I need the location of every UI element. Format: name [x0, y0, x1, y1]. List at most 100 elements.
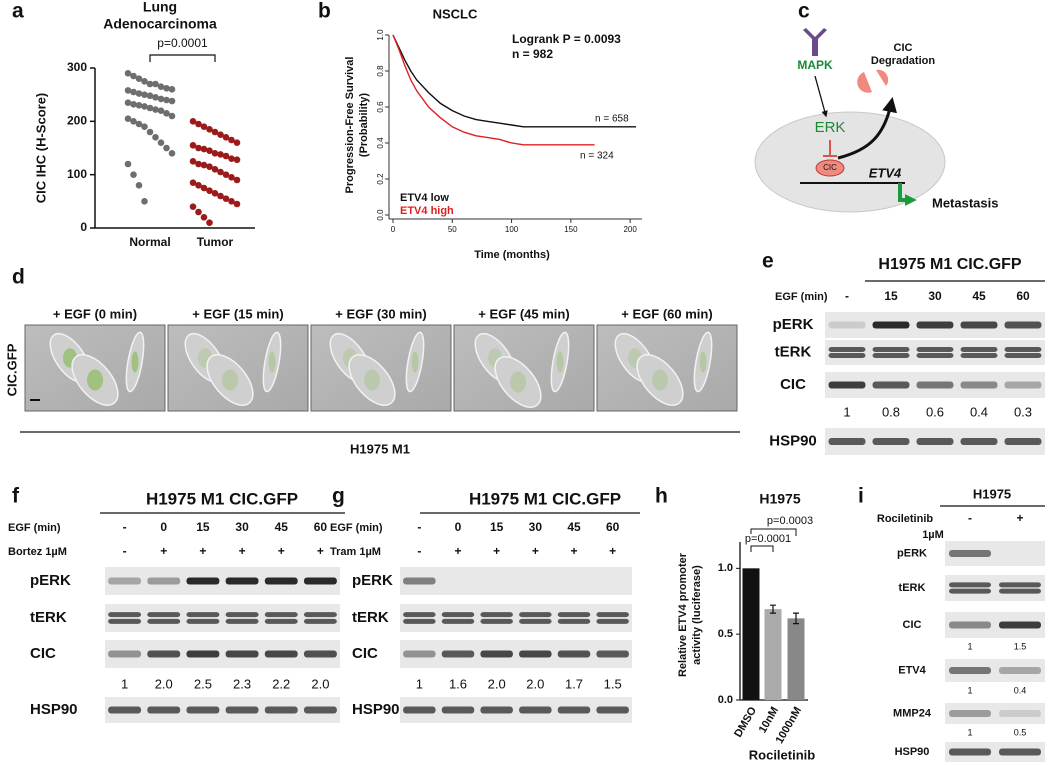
band: [999, 667, 1041, 674]
band: [403, 650, 436, 658]
band: [303, 577, 337, 585]
band: [596, 706, 629, 714]
band: [108, 706, 142, 714]
data-point: [189, 203, 197, 210]
band: [949, 588, 991, 594]
data-point: [189, 118, 197, 125]
band: [872, 381, 910, 389]
band: [303, 706, 337, 714]
y-tick-label: 1.0: [376, 29, 385, 41]
band: [828, 321, 866, 329]
band: [264, 650, 298, 658]
gfp-signal: [510, 371, 526, 393]
chart-title: NSCLC: [433, 6, 478, 21]
y-tick-label: 300: [67, 60, 87, 74]
quantification: 1: [121, 676, 128, 691]
gfp-signal: [364, 369, 380, 391]
row-label: tERK: [899, 582, 926, 594]
survival-curve: [392, 34, 637, 128]
data-point: [211, 166, 219, 173]
frame-label: + EGF (15 min): [192, 306, 283, 321]
band: [949, 550, 991, 557]
y-tick-label: 0.0: [376, 209, 385, 221]
data-point: [189, 158, 197, 165]
row-label: HSP90: [352, 701, 400, 718]
metastasis-label: Metastasis: [932, 195, 998, 210]
blot-strip: [945, 703, 1045, 724]
x-tick-label: 200: [623, 225, 637, 234]
data-point: [168, 86, 176, 93]
data-point: [135, 120, 143, 128]
data-point: [200, 184, 208, 192]
blot-strip: [400, 604, 632, 632]
quantification: 1.5: [604, 676, 622, 691]
y-tick-label: 0: [80, 220, 87, 234]
data-point: [168, 112, 176, 120]
data-point: [141, 103, 148, 110]
lane-label: -: [845, 289, 849, 303]
quantification: 2.5: [194, 676, 212, 691]
band: [403, 618, 436, 624]
y-axis-label: Relative ETV4 promoter: [677, 552, 689, 677]
band: [960, 381, 998, 389]
degradation-label: Degradation: [871, 55, 935, 67]
data-point: [130, 100, 137, 108]
gfp-signal: [268, 351, 276, 373]
band: [108, 650, 142, 658]
lane-label: +: [570, 544, 577, 558]
cic-label: CIC: [823, 163, 837, 172]
blot-strip: [945, 575, 1045, 601]
lane-label: 15: [884, 289, 898, 303]
data-point: [217, 168, 224, 176]
data-point: [206, 187, 213, 194]
cell: [494, 356, 542, 408]
cell: [754, 111, 946, 213]
band: [557, 618, 591, 624]
annotation: n = 658: [595, 114, 629, 125]
blot-title: H1975 M1 CIC.GFP: [878, 256, 1021, 273]
panel-letter: d: [12, 266, 25, 289]
significance-bracket: [750, 545, 774, 552]
quantification: 1.7: [565, 676, 583, 691]
data-point: [141, 123, 148, 130]
band: [999, 588, 1041, 594]
data-point: [233, 200, 241, 208]
band: [557, 612, 591, 618]
band: [916, 321, 954, 329]
band: [999, 710, 1041, 717]
data-point: [228, 174, 235, 181]
annotation: Logrank P = 0.0093: [512, 32, 621, 46]
band: [225, 650, 259, 658]
band: [916, 438, 954, 445]
band: [264, 706, 298, 714]
quantification: 0.8: [882, 404, 900, 419]
data-point: [141, 198, 148, 205]
data-point: [195, 120, 202, 128]
data-point: [124, 70, 132, 77]
band: [916, 381, 954, 389]
band: [949, 582, 991, 588]
band: [108, 577, 142, 585]
etv4-gene: ETV4: [869, 165, 902, 180]
band: [147, 612, 181, 618]
annotation: n = 324: [580, 151, 614, 162]
panel-letter: g: [332, 485, 345, 508]
data-point: [130, 118, 137, 125]
gfp-signal: [411, 351, 419, 373]
data-point: [200, 145, 208, 153]
error-bar: [793, 612, 799, 625]
row-label: HSP90: [30, 701, 78, 718]
data-point: [233, 156, 241, 164]
band: [916, 347, 954, 352]
condition-label: EGF (min): [330, 522, 383, 534]
microscopy-panel: CIC.GFP H1975 M1 + EGF (0 min) + EGF (15 …: [4, 306, 740, 456]
band: [441, 612, 475, 618]
band: [999, 621, 1041, 629]
data-point: [222, 195, 230, 202]
band: [519, 612, 552, 618]
band: [960, 353, 998, 358]
band: [949, 748, 991, 756]
lane-label: +: [160, 544, 167, 558]
band: [441, 618, 475, 624]
band: [519, 706, 552, 714]
